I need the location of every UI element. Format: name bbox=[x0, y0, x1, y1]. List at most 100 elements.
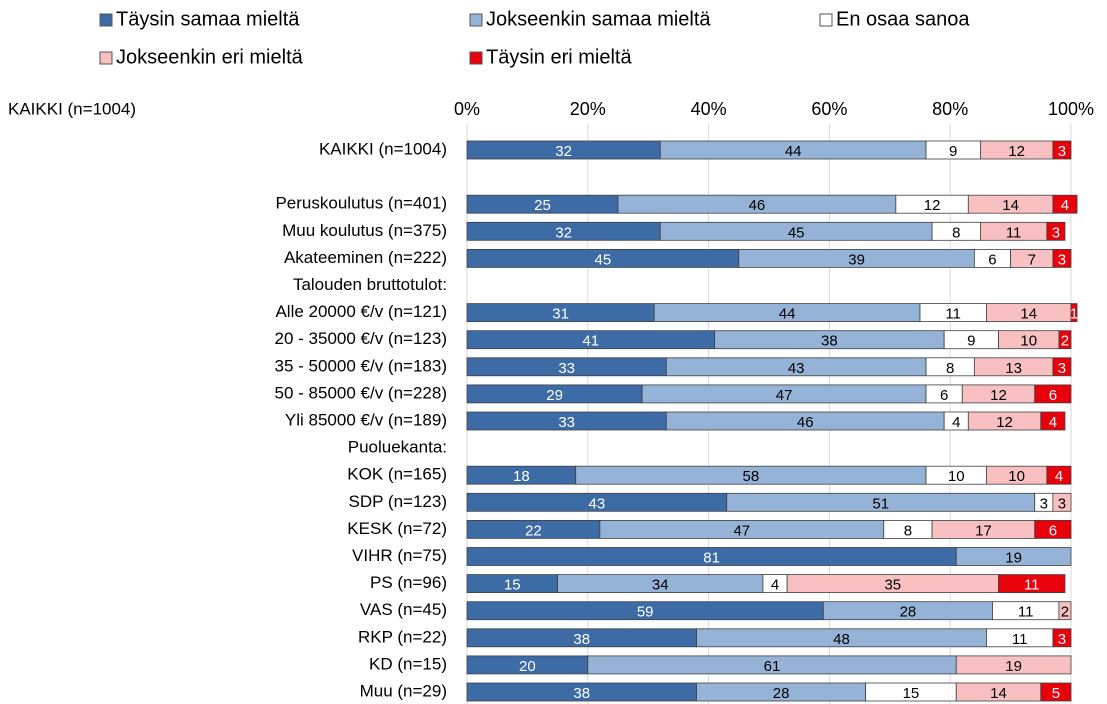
x-tick-label: 80% bbox=[932, 99, 968, 119]
y-tick-label: 50 - 85000 €/v (n=228) bbox=[275, 383, 447, 402]
data-label: 6 bbox=[1049, 522, 1057, 539]
legend-swatch bbox=[99, 51, 113, 65]
data-label: 6 bbox=[1049, 387, 1057, 404]
data-label: 35 bbox=[884, 577, 901, 594]
data-label: 38 bbox=[821, 333, 838, 350]
legend-swatch bbox=[819, 13, 833, 27]
data-label: 3 bbox=[1040, 495, 1048, 512]
data-label: 41 bbox=[582, 333, 599, 350]
data-label: 5 bbox=[1052, 685, 1060, 702]
bar-segment bbox=[1070, 303, 1078, 323]
data-label: 11 bbox=[1018, 604, 1034, 621]
data-label: 18 bbox=[513, 468, 530, 485]
data-label: 2 bbox=[1061, 333, 1069, 350]
y-tick-label: SDP (n=123) bbox=[349, 492, 447, 511]
data-label: 45 bbox=[788, 224, 805, 241]
data-label: 46 bbox=[749, 197, 766, 214]
data-label: 20 bbox=[519, 658, 536, 675]
data-label: 19 bbox=[1005, 658, 1022, 675]
data-label: 38 bbox=[573, 631, 590, 648]
data-label: 3 bbox=[1052, 224, 1060, 241]
bar-segment bbox=[998, 574, 1066, 593]
data-label: 10 bbox=[1008, 468, 1025, 485]
data-label: 10 bbox=[1020, 333, 1037, 350]
bar-segment bbox=[1052, 248, 1072, 268]
data-label: 7 bbox=[1028, 251, 1036, 268]
bar-segment bbox=[955, 547, 1072, 566]
y-tick-label: Akateeminen (n=222) bbox=[284, 248, 447, 267]
data-label: 8 bbox=[904, 522, 912, 539]
bar-segment bbox=[955, 655, 1072, 675]
data-label: 11 bbox=[945, 306, 961, 323]
data-label: 44 bbox=[779, 306, 796, 323]
legend-label: Jokseenkin eri mieltä bbox=[116, 46, 304, 68]
y-tick-label: Alle 20000 €/v (n=121) bbox=[275, 302, 447, 321]
x-tick-label: 40% bbox=[691, 99, 727, 119]
data-label: 4 bbox=[952, 414, 960, 431]
bar-segment bbox=[1052, 492, 1072, 512]
data-label: 19 bbox=[1005, 549, 1022, 566]
annotation: KAIKKI (n=1004) bbox=[8, 99, 136, 118]
legend-swatch bbox=[469, 13, 483, 27]
legend-label: Täysin eri mieltä bbox=[486, 46, 632, 68]
bar-segment bbox=[1058, 601, 1072, 621]
data-label: 33 bbox=[558, 414, 575, 431]
data-label: 58 bbox=[743, 468, 760, 485]
data-label: 15 bbox=[903, 685, 920, 702]
data-label: 44 bbox=[785, 143, 802, 160]
data-label: 28 bbox=[773, 685, 790, 702]
data-label: 3 bbox=[1058, 143, 1066, 160]
data-label: 14 bbox=[1020, 306, 1037, 323]
data-label: 9 bbox=[967, 333, 975, 350]
data-label: 4 bbox=[771, 577, 779, 594]
data-label: 34 bbox=[652, 577, 669, 594]
data-label: 4 bbox=[1061, 197, 1069, 214]
data-label: 3 bbox=[1058, 360, 1066, 377]
data-label: 31 bbox=[552, 306, 569, 323]
bar-segment bbox=[1058, 330, 1072, 350]
y-tick-label: VIHR (n=75) bbox=[352, 546, 447, 565]
y-tick-label: Yli 85000 €/v (n=189) bbox=[285, 410, 447, 429]
legend-label: En osaa sanoa bbox=[836, 8, 970, 30]
bar-segment bbox=[1040, 682, 1072, 702]
data-label: 38 bbox=[573, 685, 590, 702]
data-label: 3 bbox=[1058, 631, 1066, 648]
data-label: 1 bbox=[1070, 306, 1078, 323]
x-tick-label: 0% bbox=[454, 99, 480, 119]
x-tick-label: 60% bbox=[811, 99, 847, 119]
data-label: 59 bbox=[637, 604, 654, 621]
y-tick-label: RKP (n=22) bbox=[358, 627, 447, 646]
y-tick-label: 20 - 35000 €/v (n=123) bbox=[275, 329, 447, 348]
bar-segment bbox=[1052, 357, 1072, 377]
bar-segment bbox=[1040, 411, 1066, 431]
data-label: 47 bbox=[776, 387, 793, 404]
data-label: 48 bbox=[833, 631, 850, 648]
data-label: 33 bbox=[558, 360, 575, 377]
bar-segment bbox=[1034, 384, 1072, 404]
bar-segment bbox=[1052, 628, 1072, 648]
legend-swatch bbox=[99, 13, 113, 27]
data-label: 46 bbox=[797, 414, 814, 431]
data-label: 12 bbox=[924, 197, 941, 214]
data-label: 43 bbox=[589, 495, 606, 512]
data-label: 14 bbox=[990, 685, 1007, 702]
data-label: 3 bbox=[1058, 495, 1066, 512]
bar-segment bbox=[1052, 194, 1078, 214]
data-label: 39 bbox=[848, 251, 865, 268]
x-tick-label: 100% bbox=[1048, 99, 1094, 119]
data-label: 3 bbox=[1058, 251, 1066, 268]
data-label: 2 bbox=[1061, 604, 1069, 621]
data-label: 43 bbox=[788, 360, 805, 377]
data-label: 28 bbox=[900, 604, 917, 621]
data-label: 4 bbox=[1049, 414, 1057, 431]
data-label: 15 bbox=[504, 577, 521, 594]
data-label: 12 bbox=[990, 387, 1007, 404]
bar-segment bbox=[1046, 221, 1066, 241]
data-label: 45 bbox=[595, 251, 612, 268]
y-tick-label: PS (n=96) bbox=[370, 573, 447, 592]
y-tick-label: Talouden bruttotulot: bbox=[293, 275, 447, 294]
legend-label: Täysin samaa mieltä bbox=[116, 8, 300, 30]
data-label: 10 bbox=[948, 468, 965, 485]
y-tick-label: VAS (n=45) bbox=[360, 600, 447, 619]
